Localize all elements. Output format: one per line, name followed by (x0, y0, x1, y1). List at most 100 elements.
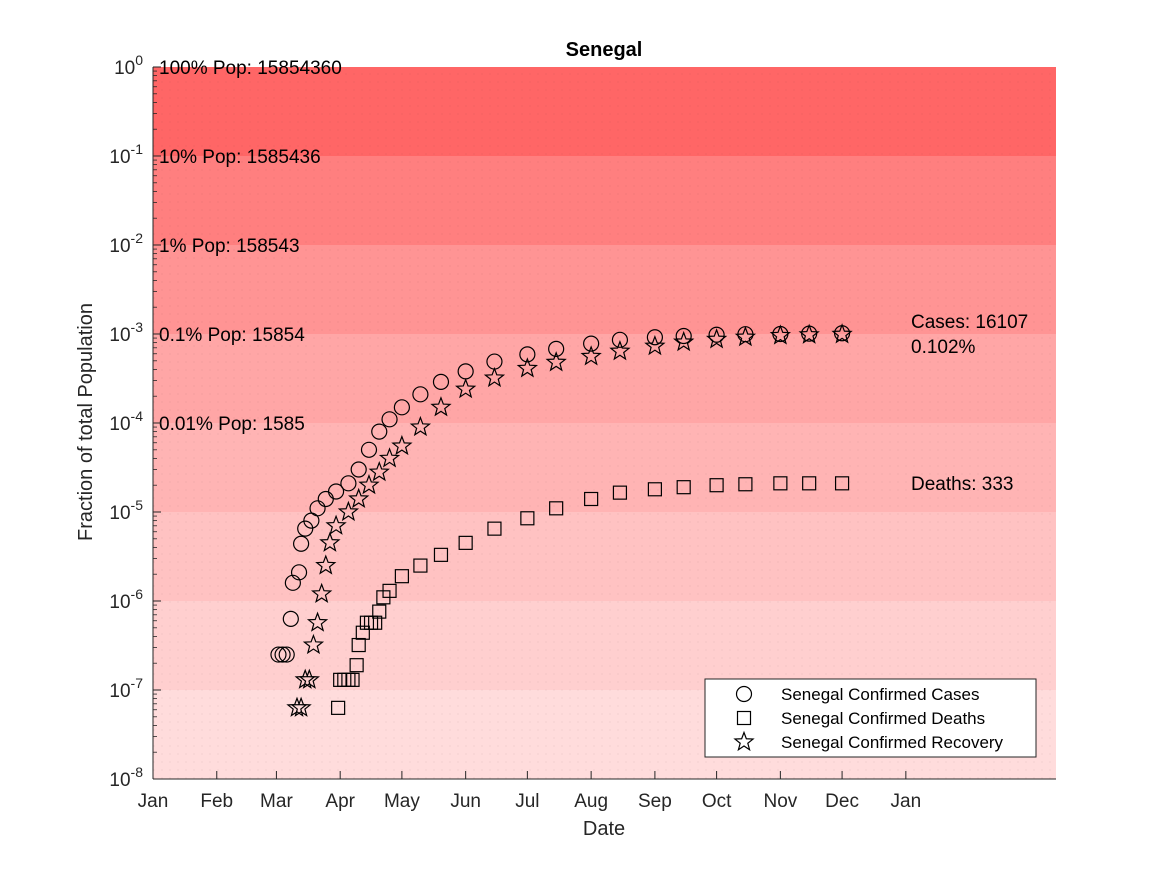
y-tick-label: 10-5 (109, 497, 143, 524)
band-label: 10% Pop: 1585436 (159, 147, 321, 168)
star-point (734, 326, 757, 347)
star-point (545, 351, 567, 372)
x-tick-label: Jan (891, 791, 922, 812)
star-point (290, 696, 312, 717)
legend-square-marker (736, 710, 752, 726)
star-point (348, 487, 370, 509)
star-point (319, 531, 341, 552)
star-point (580, 345, 602, 366)
cases-annotation: Cases: 16107 (911, 312, 1028, 333)
circle-point (297, 520, 314, 537)
deaths-annotation: Deaths: 333 (911, 474, 1013, 495)
square-point (368, 615, 383, 630)
legend-star-marker (733, 730, 755, 752)
x-axis-label: Date (583, 818, 625, 840)
x-tick-label: Dec (825, 791, 859, 812)
square-point (372, 604, 387, 619)
circle-point (381, 411, 398, 428)
star-point (298, 668, 320, 689)
square-point (834, 476, 850, 491)
circle-point (278, 646, 295, 663)
axes: Jan Feb Mar Apr May Jun Jul Aug Sep Oct Nov Dec Jan1… (109, 52, 1056, 812)
legend-entry-label: Senegal Confirmed Cases (781, 685, 979, 704)
star-point (831, 323, 853, 344)
circle-point (360, 441, 378, 458)
star-point (769, 324, 792, 345)
y-tick-label: 10-7 (109, 675, 143, 702)
square-point (331, 700, 346, 715)
star-point (306, 611, 329, 632)
star-point (798, 323, 820, 344)
circle-point (309, 500, 326, 517)
x-tick-label: Nov (763, 791, 797, 812)
square-point (738, 477, 753, 492)
data-markers (270, 323, 853, 717)
y-tick-label: 100 (114, 52, 143, 79)
circle-point (371, 423, 388, 440)
band-labels: 100% Pop: 15854360 10% Pop: 1585436 1% Pop… (159, 58, 342, 435)
square-point (351, 637, 366, 653)
circle-point (290, 564, 308, 581)
square-point (549, 501, 564, 516)
square-point (487, 521, 502, 536)
series-star (286, 323, 853, 717)
square-point (349, 658, 364, 673)
y-tick-label: 10-3 (109, 319, 143, 346)
series-square (331, 476, 850, 715)
circle-point (583, 335, 600, 352)
x-tick-label: Sep (638, 791, 672, 812)
circle-point (350, 461, 367, 478)
band-label: 100% Pop: 15854360 (159, 58, 342, 79)
circle-point (432, 373, 450, 390)
star-point (325, 514, 347, 535)
circle-point (270, 646, 287, 663)
star-point (516, 357, 539, 378)
star-point (315, 554, 337, 575)
x-tick-label: May (384, 791, 420, 812)
y-tick-label: 10-2 (109, 230, 143, 257)
y-tick-label: 10-8 (109, 764, 143, 791)
circle-point (708, 326, 725, 343)
x-tick-label: Mar (260, 791, 293, 812)
square-point (433, 547, 449, 562)
star-point (311, 582, 333, 604)
legend-entry-label: Senegal Confirmed Recovery (781, 733, 1004, 752)
square-point (355, 625, 370, 640)
legend-box (704, 678, 1037, 758)
band-label: 1% Pop: 158543 (159, 236, 300, 257)
circle-point (274, 646, 291, 663)
circle-point (548, 340, 565, 358)
square-point (612, 485, 628, 500)
star-point (368, 460, 390, 482)
circle-point (282, 610, 299, 627)
star-point (302, 633, 325, 655)
circle-point (611, 331, 629, 348)
x-tick-label: Feb (200, 791, 233, 812)
circle-point (327, 483, 345, 500)
circle-point (393, 399, 410, 416)
x-tick-label: Jan (138, 791, 169, 812)
star-point (673, 330, 695, 352)
square-point (394, 569, 409, 584)
circle-point (284, 574, 301, 591)
star-point (391, 434, 413, 456)
circle-point (293, 535, 310, 552)
star-point (454, 377, 477, 399)
star-point (430, 396, 452, 417)
square-point (520, 511, 535, 526)
square-point (676, 480, 691, 495)
square-point (802, 476, 817, 491)
cases-percent-annotation: 0.102% (911, 337, 976, 358)
star-point (337, 500, 360, 522)
plot-texture (153, 67, 1056, 779)
circle-point (412, 386, 429, 403)
x-tick-label: Jun (450, 791, 481, 812)
legend-circle-marker (735, 685, 753, 703)
legend: Senegal Confirmed Cases Senegal Confirmed… (704, 678, 1037, 758)
band-label: 0.01% Pop: 1585 (159, 414, 305, 435)
star-point (705, 328, 728, 349)
star-point (358, 474, 380, 495)
star-point (378, 447, 401, 468)
y-tick-label: 10-1 (109, 141, 143, 168)
